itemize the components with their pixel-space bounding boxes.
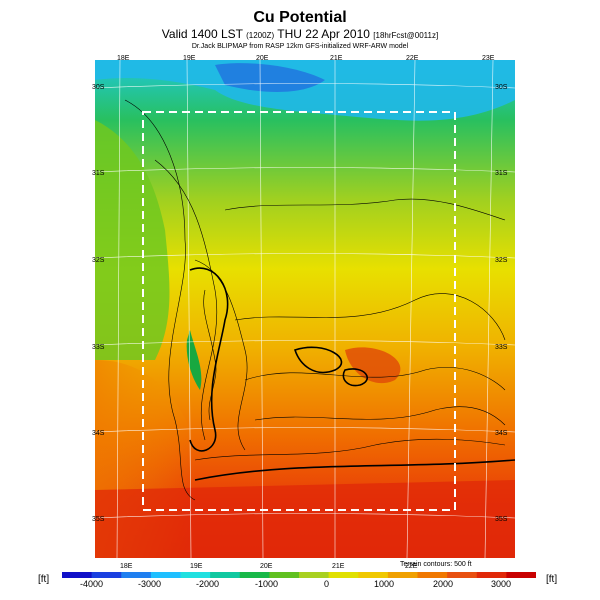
colorbar-label: -3000 bbox=[138, 579, 162, 589]
lon-label-bottom: 22E bbox=[405, 563, 418, 570]
lat-label-right: 31S bbox=[495, 170, 508, 177]
colorbar-swatch bbox=[150, 572, 181, 578]
lat-label-left: 32S bbox=[92, 257, 105, 264]
terrain-note: Terrain contours: 500 ft bbox=[400, 561, 472, 568]
colorbar-label: -4000 bbox=[80, 579, 104, 589]
lon-label-top: 20E bbox=[256, 55, 269, 62]
blue-zone bbox=[95, 60, 515, 121]
lat-label-right: 34S bbox=[495, 430, 508, 437]
colorbar-label: 2000 bbox=[433, 579, 454, 589]
lat-label-right: 30S bbox=[495, 84, 508, 91]
map-title: Cu Potential bbox=[253, 9, 347, 26]
colorbar-swatch bbox=[180, 572, 211, 578]
utc-time: (1200Z) bbox=[246, 31, 275, 40]
forecast-tag: [18hrFcst@0011z] bbox=[373, 31, 439, 40]
lon-label-bottom: 20E bbox=[260, 563, 273, 570]
cu-potential-map bbox=[95, 60, 515, 558]
lat-label-left: 31S bbox=[92, 170, 105, 177]
lat-label-left: 30S bbox=[92, 84, 105, 91]
west-green-zone bbox=[95, 120, 170, 360]
mountain-green-patch bbox=[186, 330, 202, 390]
model-credit: Dr.Jack BLIPMAP from RASP 12km GFS-initi… bbox=[191, 43, 409, 50]
colorbar-swatch bbox=[476, 572, 507, 578]
lon-label-top: 18E bbox=[117, 55, 130, 62]
valid-date: THU 22 Apr 2010 bbox=[277, 27, 370, 41]
low-potential-zone bbox=[215, 63, 325, 92]
colorbar bbox=[62, 572, 536, 578]
lat-label-right: 33S bbox=[495, 344, 508, 351]
lat-label-right: 35S bbox=[495, 516, 508, 523]
colorbar-swatch bbox=[417, 572, 448, 578]
colorbar-label: 0 bbox=[324, 579, 330, 589]
colorbar-swatch bbox=[121, 572, 152, 578]
hot-spot bbox=[345, 347, 401, 384]
colorbar-swatch bbox=[447, 572, 478, 578]
colorbar-swatch bbox=[239, 572, 270, 578]
lon-label-top: 21E bbox=[330, 55, 343, 62]
lat-label-right: 32S bbox=[495, 257, 508, 264]
colorbar-label: -1000 bbox=[255, 579, 279, 589]
bold-terrain-contours bbox=[189, 267, 515, 481]
south-red-zone bbox=[95, 480, 515, 558]
lon-label-bottom: 21E bbox=[332, 563, 345, 570]
colorbar-swatch bbox=[387, 572, 418, 578]
colorbar-label: 3000 bbox=[491, 579, 512, 589]
colorbar-swatch bbox=[328, 572, 359, 578]
lon-label-bottom: 19E bbox=[190, 563, 203, 570]
map-subtitle: Valid 1400 LST (1200Z) THU 22 Apr 2010 [… bbox=[0, 27, 600, 41]
valid-time: Valid 1400 LST bbox=[161, 27, 243, 41]
lon-label-top: 23E bbox=[482, 55, 495, 62]
colorbar-swatch bbox=[299, 572, 330, 578]
colorbar-swatch bbox=[62, 572, 93, 578]
colorbar-unit-left: [ft] bbox=[38, 574, 50, 585]
lon-label-top: 19E bbox=[183, 55, 196, 62]
colorbar-swatch bbox=[506, 572, 536, 578]
lon-label-bottom: 18E bbox=[120, 563, 133, 570]
colorbar-swatch bbox=[358, 572, 389, 578]
colorbar-swatch bbox=[210, 572, 241, 578]
colorbar-unit-right: [ft] bbox=[546, 574, 558, 585]
lat-label-left: 34S bbox=[92, 430, 105, 437]
domain-boundary bbox=[142, 111, 456, 511]
lat-label-left: 33S bbox=[92, 344, 105, 351]
lat-label-left: 35S bbox=[92, 516, 105, 523]
colorbar-swatch bbox=[269, 572, 300, 578]
lat-lon-grid bbox=[95, 60, 515, 558]
lon-label-top: 22E bbox=[406, 55, 419, 62]
colorbar-label: 1000 bbox=[374, 579, 395, 589]
colorbar-swatch bbox=[91, 572, 122, 578]
colorbar-label: -2000 bbox=[196, 579, 220, 589]
